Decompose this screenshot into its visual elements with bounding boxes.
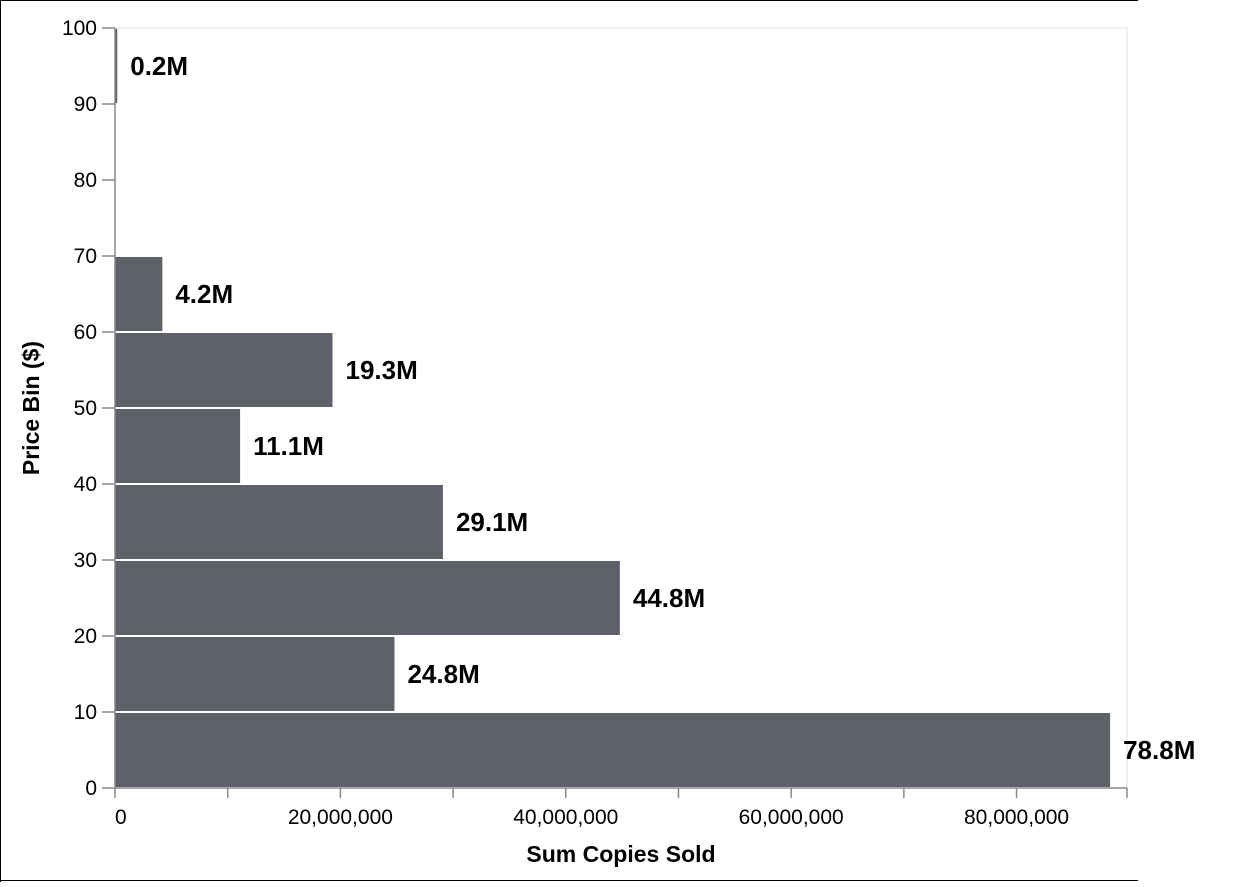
y-tick-label-20: 20 [74, 625, 97, 648]
y-axis: 0 10 20 30 40 50 60 70 80 90 100 [62, 17, 116, 800]
data-label-0-10: 78.8M [1123, 735, 1195, 765]
y-tick-label-0: 0 [85, 777, 97, 800]
y-tick-label-90: 90 [74, 93, 97, 116]
data-label-10-20: 24.8M [407, 659, 479, 689]
x-tick-label-20000000: 20,000,000 [288, 806, 393, 829]
bar-50-60 [115, 333, 333, 407]
x-tick-label-80000000: 80,000,000 [964, 806, 1069, 829]
y-tick-label-80: 80 [74, 169, 97, 192]
bar-0-10 [115, 713, 1111, 787]
bar-40-50 [115, 409, 241, 483]
data-labels: 78.8M 24.8M 44.8M 29.1M 11.1M 19.3M 4.2M 0.2M [130, 51, 1195, 765]
x-tick-label-0: 0 [115, 806, 127, 829]
bar-90-100 [115, 29, 118, 103]
x-axis-title: Sum Copies Sold [526, 841, 715, 867]
x-tick-label-40000000: 40,000,000 [513, 806, 618, 829]
bar-30-40 [115, 485, 443, 559]
y-tick-label-30: 30 [74, 549, 97, 572]
y-axis-title: Price Bin ($) [18, 341, 44, 475]
data-label-30-40: 29.1M [456, 507, 528, 537]
data-label-90-100: 0.2M [130, 51, 188, 81]
x-axis: 0 20,000,000 40,000,000 60,000,000 80,000,00… [114, 787, 1128, 829]
data-label-20-30: 44.8M [633, 583, 705, 613]
data-label-40-50: 11.1M [253, 431, 324, 461]
data-label-60-70: 4.2M [175, 279, 233, 309]
bar-20-30 [115, 561, 620, 635]
y-tick-label-100: 100 [62, 17, 97, 40]
x-tick-label-60000000: 60,000,000 [739, 806, 844, 829]
y-tick-label-60: 60 [74, 321, 97, 344]
bars [115, 29, 1111, 787]
y-tick-label-70: 70 [74, 245, 97, 268]
data-label-50-60: 19.3M [346, 355, 418, 385]
bar-60-70 [115, 257, 163, 331]
y-tick-label-40: 40 [74, 473, 97, 496]
y-tick-label-10: 10 [74, 701, 97, 724]
bar-10-20 [115, 637, 395, 711]
y-tick-label-50: 50 [74, 397, 97, 420]
